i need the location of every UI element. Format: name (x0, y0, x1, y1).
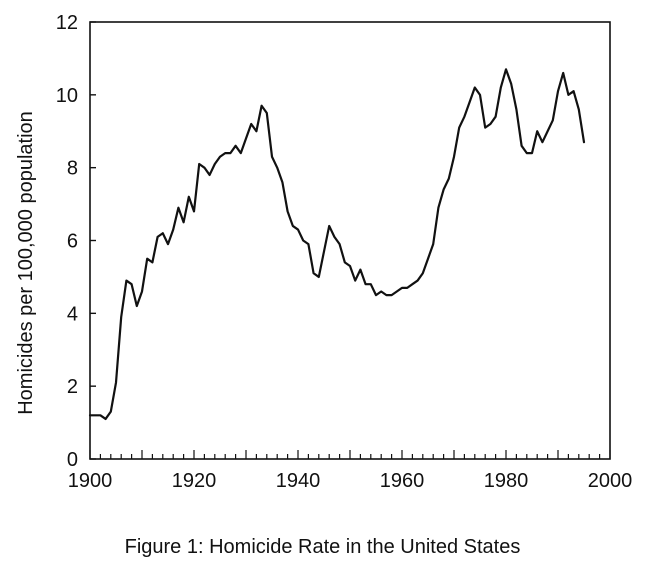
y-tick-label: 0 (67, 449, 78, 471)
y-tick-label: 12 (56, 12, 78, 34)
series-line-homicide-rate (88, 68, 586, 421)
x-tick-label: 1920 (172, 470, 217, 492)
y-tick-label: 10 (56, 85, 78, 107)
x-tick-label: 1980 (484, 470, 529, 492)
y-axis-title: Homicides per 100,000 population (15, 111, 37, 415)
y-tick-label: 8 (67, 158, 78, 180)
y-axis-tick-labels: 0 2 4 6 8 10 12 (56, 12, 78, 471)
axis-ticks (89, 21, 611, 460)
plot-area-frame (89, 21, 611, 460)
y-tick-label: 4 (67, 303, 78, 325)
y-tick-label: 2 (67, 376, 78, 398)
x-tick-label: 1940 (276, 470, 321, 492)
x-axis-tick-labels: 1900 1920 1940 1960 1980 2000 (68, 470, 633, 492)
x-tick-label: 2000 (588, 470, 633, 492)
data-points (90, 69, 584, 419)
y-tick-label: 6 (67, 231, 78, 253)
figure-caption: Figure 1: Homicide Rate in the United St… (124, 536, 521, 558)
x-tick-label: 1960 (380, 470, 425, 492)
x-tick-label: 1900 (68, 470, 113, 492)
